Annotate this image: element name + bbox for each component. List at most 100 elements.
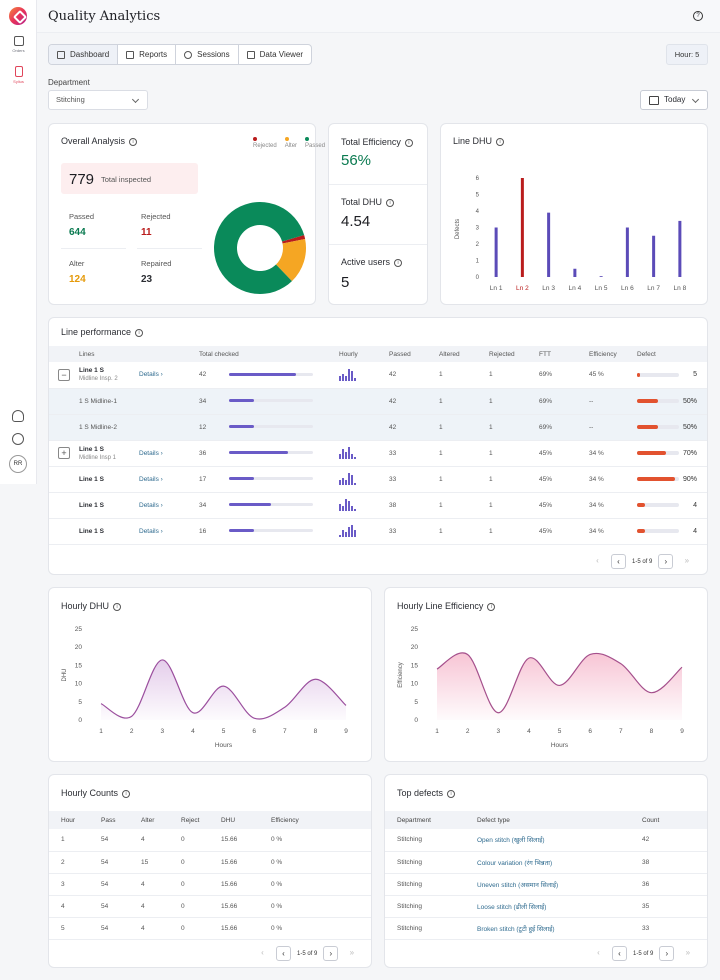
sidebar-item-orders[interactable]: Orders [0, 36, 37, 53]
count-cell: 36 [642, 873, 707, 896]
passed-cell: 33 [389, 466, 439, 493]
department-cell: Stitching [397, 917, 477, 940]
y-tick-label: 2 [476, 242, 480, 248]
table-row[interactable]: 1 S Midline-2 12 42 1 1 69% -- 50% [49, 414, 707, 441]
line-name: 1 S Midline-1 [79, 397, 117, 405]
rejected-value: 11 [141, 227, 152, 238]
x-tick-label: 3 [160, 728, 164, 735]
info-icon[interactable]: i [122, 789, 131, 798]
altered-cell: 1 [439, 414, 489, 441]
hourly-dhu-chart: 0 5 10 15 20 25 DHU 1 2 3 4 5 6 7 8 9 Hours [62, 626, 348, 749]
table-row[interactable]: Line 1 S Details › 17 33 1 1 45% 34 % 90% [49, 466, 707, 493]
department-select[interactable]: Stitching [48, 90, 148, 110]
cell: 0 [181, 829, 221, 852]
y-tick-label: 3 [476, 226, 480, 232]
next-button[interactable]: › [659, 946, 675, 961]
expand-toggle[interactable]: − [58, 368, 70, 381]
next-button[interactable]: › [658, 554, 674, 569]
tab-reports[interactable]: Reports [118, 45, 177, 64]
details-link[interactable]: Details › [139, 449, 163, 457]
total-inspected-label: Total inspected [101, 175, 152, 184]
prev-page-button[interactable]: ‹ [261, 948, 264, 957]
date-filter[interactable]: Today [640, 90, 708, 110]
hourly-counts-card: Hourly Counts i Hour Pass Alter Reject DH… [48, 774, 372, 968]
table-row[interactable]: 1 S Midline-1 34 42 1 1 69% -- 50% [49, 388, 707, 415]
table-row: 5 54 4 0 15.66 0 % [49, 917, 371, 940]
info-icon[interactable]: i [394, 258, 403, 267]
dhu-label: Total DHU [341, 197, 383, 207]
details-link[interactable]: Details › [139, 475, 163, 483]
line-name: Line 1 S [79, 445, 104, 453]
info-icon[interactable]: i [447, 789, 456, 798]
defect-type-link[interactable]: Colour variation (रंग भिन्नता) [477, 851, 642, 874]
sidebar: Orders Sylius RR [0, 0, 37, 484]
info-icon[interactable]: i [496, 137, 505, 146]
last-page-button[interactable]: » [684, 556, 690, 565]
bell-icon[interactable] [12, 410, 24, 422]
passed-label: Passed [69, 212, 95, 221]
col-hourly: Hourly [339, 346, 389, 362]
prev-button[interactable]: ‹ [611, 554, 626, 569]
line-performance-pagination: ‹ ‹ 1-5 of 9 › » [590, 554, 694, 569]
table-row[interactable]: Line 1 S Details › 16 33 1 1 45% 34 % 4 [49, 518, 707, 545]
prev-page-button[interactable]: ‹ [596, 556, 599, 565]
table-row[interactable]: − Line 1 S Midline Insp. 2 Details › 42 42 1 1 6… [49, 362, 707, 389]
last-page-button[interactable]: » [349, 948, 355, 957]
dhu-value: 4.54 [341, 213, 371, 230]
defect-type-link[interactable]: Open stitch (खुली सिलाई) [477, 829, 642, 852]
hourly-sparkline [339, 367, 357, 381]
info-icon[interactable]: i [386, 198, 395, 207]
headset-icon[interactable] [12, 433, 24, 445]
cell: 0 % [271, 829, 371, 852]
info-icon[interactable]: i [113, 602, 122, 611]
count-cell: 38 [642, 851, 707, 874]
line-performance-card: Line performance i Lines Total checked Ho… [48, 317, 708, 575]
avatar[interactable]: RR [9, 455, 27, 473]
prev-button[interactable]: ‹ [276, 946, 291, 961]
table-row: Stitching Loose stitch (ढीली सिलाई) 35 [385, 895, 707, 918]
info-icon[interactable]: i [404, 138, 413, 147]
users-label: Active users [341, 257, 391, 267]
table-row[interactable]: + Line 1 S Midline Insp 1 Details › 36 33 1 1 45… [49, 440, 707, 467]
info-icon[interactable]: i [129, 137, 138, 146]
tab-data-viewer[interactable]: Data Viewer [239, 45, 311, 64]
defect-type-link[interactable]: Loose stitch (ढीली सिलाई) [477, 895, 642, 918]
y-axis-label: DHU [62, 669, 68, 682]
y-tick-label: 20 [411, 644, 419, 651]
prev-button[interactable]: ‹ [612, 946, 627, 961]
details-link[interactable]: Details › [139, 527, 163, 535]
cell: 15.66 [221, 917, 271, 940]
hourly-counts-pagination: ‹ ‹ 1-5 of 9 › » [255, 946, 359, 961]
page-info: 1-5 of 9 [297, 950, 318, 957]
x-tick-label: 4 [527, 728, 531, 735]
col-altered: Altered [439, 346, 489, 362]
efficiency-cell: 45 % [589, 362, 637, 389]
y-tick-label: 25 [411, 626, 419, 633]
sidebar-item-sylius[interactable]: Sylius [0, 66, 37, 84]
next-button[interactable]: › [323, 946, 339, 961]
hourly-dhu-card: Hourly DHU i 0 5 10 15 20 25 DHU 1 2 3 4 5 6 7 8 9 Hours [48, 587, 372, 762]
tab-sessions[interactable]: Sessions [176, 45, 239, 64]
bar-ln-1 [494, 227, 498, 277]
altered-cell: 1 [439, 518, 489, 545]
defect-type-link[interactable]: Uneven stitch (असमान सिलाई) [477, 873, 642, 896]
info-icon[interactable]: i [135, 328, 144, 337]
help-icon[interactable]: ? [693, 11, 703, 21]
x-tick-label: 8 [650, 728, 654, 735]
details-link[interactable]: Details › [139, 371, 163, 379]
passed-cell: 38 [389, 492, 439, 519]
info-icon[interactable]: i [487, 602, 496, 611]
defect-type-link[interactable]: Broken stitch (टूटी हुई सिलाई) [477, 917, 642, 940]
bar-ln-4 [573, 268, 577, 277]
prev-page-button[interactable]: ‹ [597, 948, 600, 957]
last-page-button[interactable]: » [685, 948, 691, 957]
expand-toggle[interactable]: + [58, 447, 70, 459]
x-tick-label: 2 [466, 728, 470, 735]
app-logo[interactable] [9, 7, 27, 25]
line-name: Line 1 S [79, 367, 104, 375]
details-link[interactable]: Details › [139, 501, 163, 509]
total-checked: 17 [199, 475, 207, 483]
progress-bar [229, 477, 313, 481]
tab-dashboard[interactable]: Dashboard [49, 45, 119, 64]
table-row[interactable]: Line 1 S Details › 34 38 1 1 45% 34 % 4 [49, 492, 707, 519]
